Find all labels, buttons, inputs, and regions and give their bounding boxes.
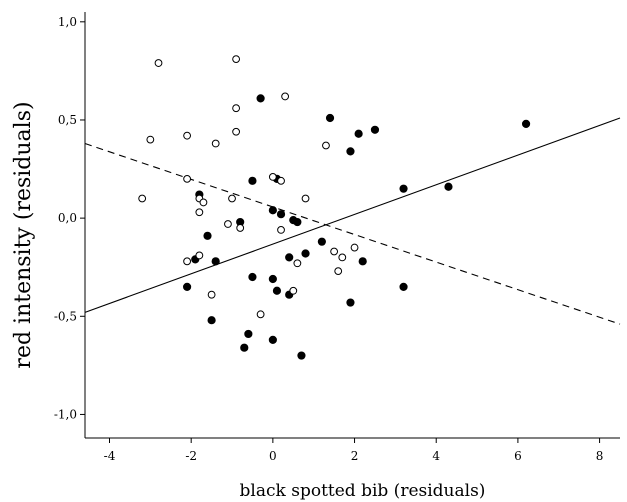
data-point-open — [338, 253, 347, 262]
data-point-filled — [521, 119, 531, 128]
data-point-filled — [244, 329, 253, 339]
data-point-filled — [240, 343, 249, 352]
data-point-filled — [268, 274, 277, 284]
y-ticks: -1,0 -0,5 0,0 0,5 1,0 — [54, 15, 85, 421]
data-point-filled — [268, 206, 277, 215]
data-point-filled — [285, 253, 294, 262]
y-tick-label: 0,5 — [58, 113, 77, 127]
data-point-open — [350, 243, 359, 252]
data-point-open — [211, 139, 220, 148]
data-point-open — [281, 92, 290, 101]
data-point-filled — [358, 257, 367, 266]
data-point-open — [224, 220, 232, 228]
data-point-open — [236, 224, 245, 232]
fit-line-solid — [84, 117, 621, 313]
data-point-filled — [207, 316, 216, 325]
data-point-open — [277, 176, 285, 185]
data-point-filled — [354, 129, 363, 138]
x-tick-label: 6 — [514, 449, 522, 463]
data-point-open — [195, 251, 204, 260]
data-point-open — [334, 267, 343, 276]
data-point-filled — [276, 210, 286, 219]
data-point-filled — [293, 217, 302, 227]
data-point-filled — [248, 176, 257, 185]
fit-lines — [84, 117, 621, 325]
data-point-filled — [346, 298, 355, 307]
data-point-open — [289, 286, 298, 295]
data-point-filled — [256, 94, 265, 103]
data-point-open — [301, 194, 310, 203]
data-point-open — [232, 55, 241, 64]
data-point-filled — [301, 249, 310, 258]
y-tick-label: -1,0 — [54, 407, 77, 421]
x-ticks: -4 -2 0 2 4 6 8 — [104, 438, 604, 463]
y-tick-label: -0,5 — [54, 309, 77, 323]
data-point-open — [183, 257, 191, 266]
data-point-open — [277, 226, 285, 234]
data-point-open — [322, 141, 330, 150]
x-tick-label: -4 — [104, 449, 116, 463]
data-point-open — [183, 174, 191, 183]
x-tick-label: 0 — [269, 449, 277, 463]
data-point-filled — [203, 231, 212, 240]
x-tick-label: -2 — [185, 449, 197, 463]
fit-line-dashed — [84, 143, 621, 325]
data-point-open — [232, 104, 241, 113]
data-point-filled — [248, 272, 257, 282]
x-tick-label: 2 — [351, 449, 359, 463]
data-point-filled — [182, 282, 192, 291]
data-point-open — [138, 194, 147, 203]
data-point-open — [256, 310, 265, 319]
x-axis-title: black spotted bib (residuals) — [240, 481, 486, 501]
data-point-filled — [325, 113, 335, 123]
data-point-filled — [268, 335, 277, 344]
x-tick-label: 8 — [596, 449, 604, 463]
data-point-open — [232, 127, 241, 136]
data-point-open — [195, 208, 204, 217]
data-point-open — [146, 135, 155, 144]
data-point-open — [199, 198, 208, 207]
y-tick-label: 0,0 — [58, 211, 77, 225]
data-point-open — [268, 173, 277, 181]
data-point-open — [183, 131, 191, 140]
data-point-filled — [297, 351, 306, 360]
data-point-filled — [370, 125, 380, 134]
data-point-filled — [211, 257, 220, 266]
data-point-open — [293, 259, 302, 268]
data-point-open — [207, 290, 216, 299]
data-point-filled — [444, 182, 453, 191]
data-point-open — [228, 194, 236, 203]
y-tick-label: 1,0 — [58, 15, 77, 29]
data-point-filled — [317, 237, 326, 246]
data-point-open — [154, 59, 163, 67]
data-point-filled — [346, 147, 355, 156]
data-point-filled — [399, 184, 408, 193]
y-axis-title: red intensity (residuals) — [11, 101, 36, 368]
data-point-open — [330, 247, 339, 256]
x-tick-label: 4 — [432, 449, 440, 463]
data-point-filled — [272, 286, 282, 295]
data-points — [138, 55, 531, 360]
data-point-filled — [399, 282, 408, 291]
axes — [84, 12, 620, 439]
